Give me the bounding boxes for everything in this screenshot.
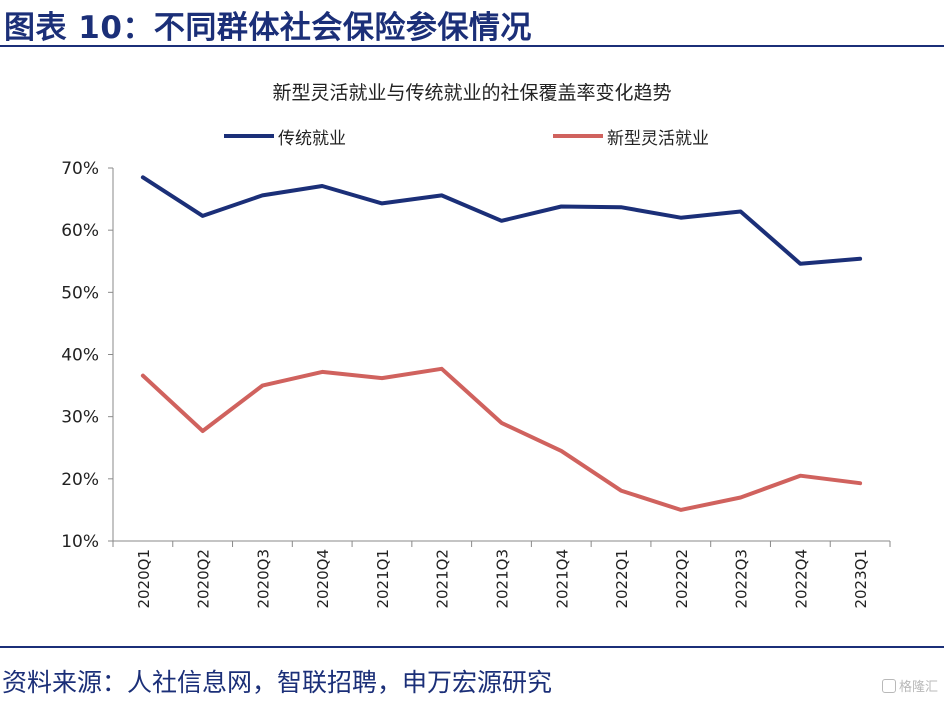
watermark-text: 格隆汇 (898, 680, 938, 695)
figure-title: 图表 10：不同群体社会保险参保情况 (4, 10, 532, 46)
series-line-new (140, 366, 863, 512)
legend-label-new: 新型灵活就业 (607, 128, 709, 149)
title-divider (0, 45, 944, 47)
x-tick-label: 2021Q2 (434, 549, 452, 609)
legend-swatch-new (553, 134, 603, 138)
x-tick-label: 2020Q3 (254, 549, 272, 609)
legend-item-new: 新型灵活就业 (553, 124, 709, 149)
x-tick-label: 2021Q4 (553, 549, 571, 609)
chart-title: 新型灵活就业与传统就业的社保覆盖率变化趋势 (272, 82, 672, 104)
line-chart: 10% 20% 30% 40% 50% 60% 70% 2020Q1 2020Q2 2020Q3 2… (61, 159, 891, 609)
y-tick-label: 70% (61, 159, 99, 179)
x-tick-label: 2023Q1 (852, 549, 870, 609)
x-tick-label: 2021Q3 (494, 549, 512, 609)
y-tick-label: 40% (61, 346, 99, 366)
x-tick-label: 2020Q1 (135, 549, 153, 609)
y-tick-label: 20% (61, 470, 99, 490)
y-tick-label: 50% (61, 283, 99, 303)
x-tick-label: 2022Q2 (673, 549, 691, 609)
y-tick-label: 30% (61, 408, 99, 428)
legend-swatch-traditional (224, 134, 274, 138)
y-tick-label: 60% (61, 221, 99, 241)
series-line-traditional (140, 175, 863, 266)
x-tick-label: 2022Q4 (792, 549, 810, 609)
watermark-logo-icon (881, 678, 896, 693)
x-tick-label: 2022Q3 (733, 549, 751, 609)
x-tick-label: 2020Q4 (314, 549, 332, 609)
legend-label-traditional: 传统就业 (278, 128, 346, 149)
y-tick-label: 10% (61, 532, 99, 552)
source-note: 资料来源：人社信息网，智联招聘，申万宏源研究 (2, 668, 553, 697)
x-tick-label: 2022Q1 (613, 549, 631, 609)
legend-item-traditional: 传统就业 (224, 124, 346, 149)
x-tick-label: 2020Q2 (195, 549, 213, 609)
watermark: 格隆汇 (881, 676, 938, 695)
x-tick-label: 2021Q1 (374, 549, 392, 609)
footer-divider (0, 646, 944, 648)
